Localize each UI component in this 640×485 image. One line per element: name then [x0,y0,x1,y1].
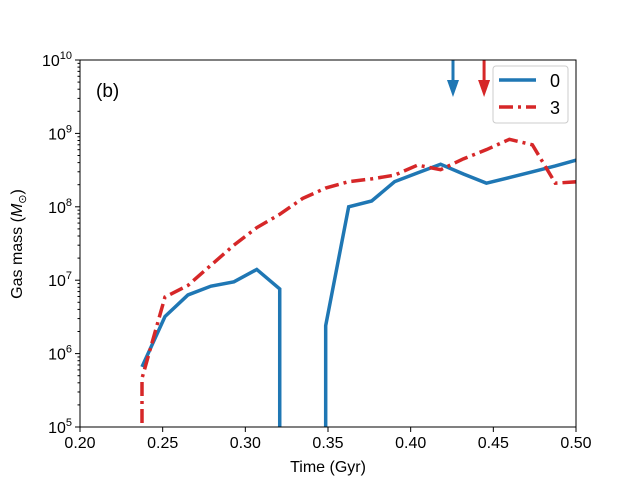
x-tick-label: 0.45 [478,435,509,452]
y-tick-label: 109 [48,123,72,143]
x-tick-label: 0.25 [147,435,178,452]
panel-label: (b) [96,81,119,102]
x-tick-label: 0.50 [560,435,591,452]
x-tick-label: 0.30 [230,435,261,452]
series-line-3 [140,137,576,427]
x-tick-label: 0.20 [64,435,95,452]
series-line-0 [140,158,576,427]
x-tick-label: 0.40 [395,435,426,452]
arrow-head-0 [446,80,459,97]
legend-label-0: 0 [550,71,560,91]
legend: 0 3 [492,65,569,124]
legend-label-3: 3 [550,98,560,118]
arrow-head-3 [478,80,491,97]
y-tick-label: 107 [48,270,72,290]
y-tick-label: 106 [48,344,72,364]
y-tick-label: 108 [48,197,72,217]
x-axis-label: Time (Gyr) [290,459,366,476]
arrow-layer [446,60,491,97]
y-tick-label: 1010 [42,50,72,70]
y-axis-label: Gas mass (M⊙) [9,189,29,299]
x-tick-label: 0.35 [312,435,343,452]
y-tick-label: 105 [48,417,72,437]
series-layer [140,137,576,427]
tick-layer: 0.20 0.25 0.30 0.35 0.40 0.45 0.50 105 106 107 108… [42,50,592,452]
